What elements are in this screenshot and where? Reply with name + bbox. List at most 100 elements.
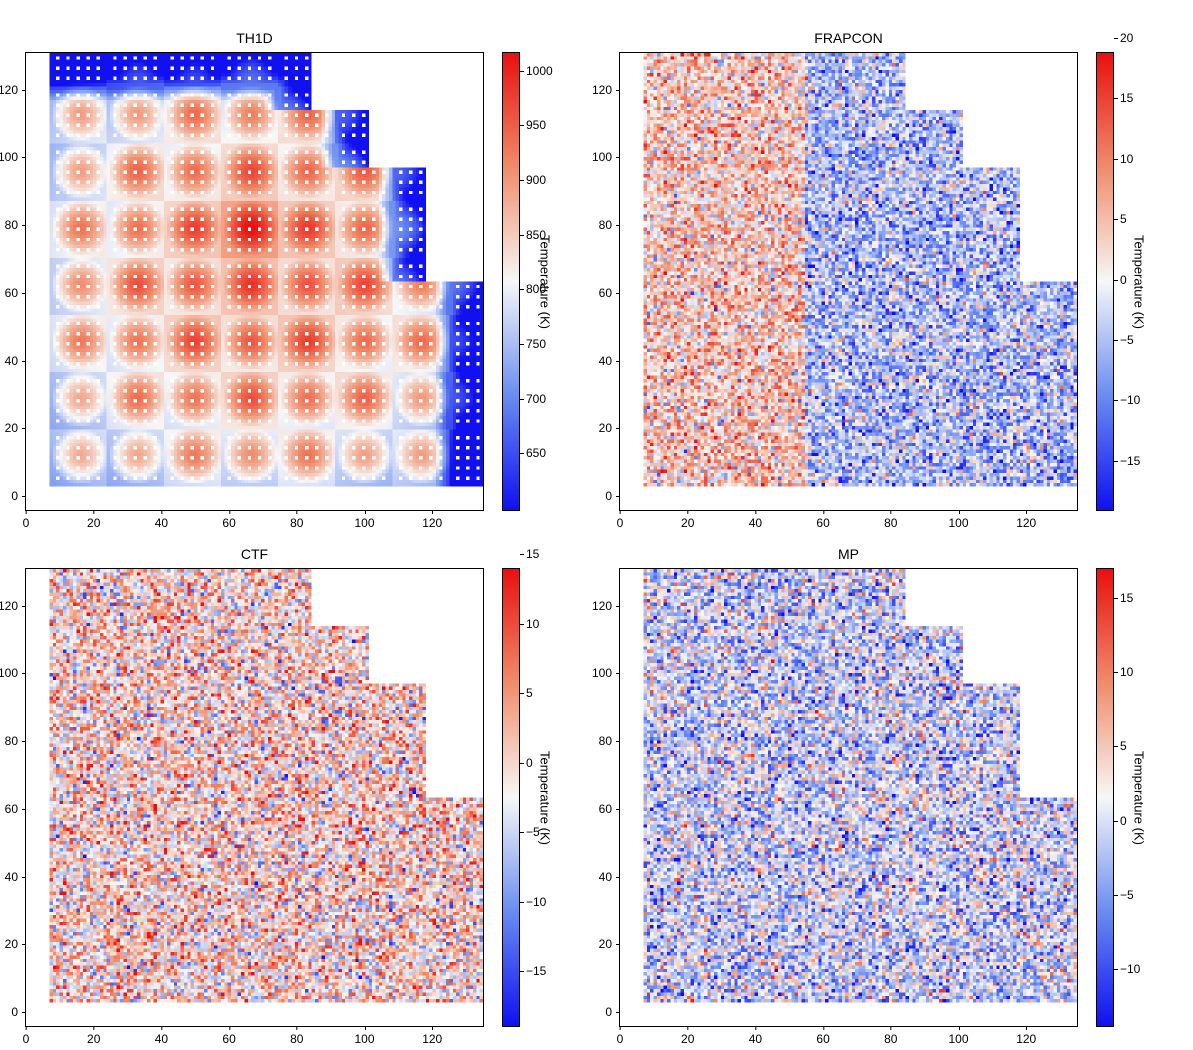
colorbar-tick: 0: [526, 756, 533, 770]
colorbar-tick: −5: [1120, 333, 1134, 347]
x-tick: 40: [749, 516, 762, 530]
y-tick: 40: [0, 870, 18, 884]
colorbar-tick: −5: [1120, 888, 1134, 902]
y-tick: 60: [0, 286, 18, 300]
y-tick: 100: [584, 150, 612, 164]
x-tick: 80: [290, 516, 303, 530]
y-tick: 0: [0, 489, 18, 503]
heatmap-canvas: [26, 53, 483, 510]
colorbar: −15−10−505101520Temperature (K): [1096, 52, 1168, 511]
colorbar-tick: 700: [526, 392, 546, 406]
axes: 020406080100120020406080100120: [25, 568, 484, 1027]
colorbar-tick: 20: [1120, 31, 1133, 45]
colorbar-tick: 15: [1120, 591, 1133, 605]
x-tick: 20: [681, 516, 694, 530]
heatmap-canvas: [620, 569, 1077, 1026]
colorbar-tick: 10: [1120, 665, 1133, 679]
heatmap-canvas: [26, 569, 483, 1026]
y-tick: 40: [584, 354, 612, 368]
y-tick: 20: [584, 421, 612, 435]
colorbar-label: Temperature (K): [538, 235, 553, 329]
y-tick: 80: [0, 734, 18, 748]
heatmap-canvas: [620, 53, 1077, 510]
panel-frapcon: FRAPCON 020406080100120020406080100120 −15…: [619, 30, 1168, 511]
x-tick: 0: [617, 1032, 624, 1046]
colorbar-label: Temperature (K): [1132, 235, 1147, 329]
axes: 020406080100120020406080100120: [25, 52, 484, 511]
x-tick: 60: [222, 1032, 235, 1046]
y-tick: 0: [584, 489, 612, 503]
colorbar-label: Temperature (K): [1132, 751, 1147, 845]
colorbar-tick: 5: [1120, 739, 1127, 753]
colorbar-tick: 0: [1120, 273, 1127, 287]
colorbar-tick: 750: [526, 337, 546, 351]
x-tick: 60: [222, 516, 235, 530]
colorbar-label: Temperature (K): [538, 751, 553, 845]
x-tick: 120: [1016, 516, 1036, 530]
y-tick: 120: [0, 599, 18, 613]
colorbar: −10 −5 0 5 10 15 Temperature (K): [1096, 568, 1168, 1027]
y-tick: 20: [584, 937, 612, 951]
x-tick: 20: [87, 516, 100, 530]
colorbar-tick: −15: [526, 964, 546, 978]
x-tick: 80: [290, 1032, 303, 1046]
colorbar: 6507007508008509009501000Temperature (K): [502, 52, 574, 511]
panel-title: CTF: [25, 546, 484, 564]
x-tick: 80: [884, 1032, 897, 1046]
x-tick: 40: [155, 516, 168, 530]
x-tick: 100: [949, 516, 969, 530]
y-tick: 60: [0, 802, 18, 816]
x-tick: 100: [355, 1032, 375, 1046]
panel-title: MP: [619, 546, 1078, 564]
colorbar-tick: −10: [1120, 393, 1140, 407]
colorbar-tick: 5: [1120, 212, 1127, 226]
x-tick: 20: [681, 1032, 694, 1046]
y-tick: 120: [0, 83, 18, 97]
y-tick: 100: [584, 666, 612, 680]
panel-mp: MP 020406080100120020406080100120 −10 −5 0 5 1…: [619, 546, 1168, 1027]
x-tick: 80: [884, 516, 897, 530]
colorbar-tick: −15: [1120, 454, 1140, 468]
panel-title: TH1D: [25, 30, 484, 48]
y-tick: 120: [584, 599, 612, 613]
y-tick: 20: [0, 937, 18, 951]
y-tick: 0: [0, 1005, 18, 1019]
y-tick: 100: [0, 150, 18, 164]
colorbar-tick: 15: [1120, 91, 1133, 105]
colorbar-tick: 5: [526, 686, 533, 700]
x-tick: 20: [87, 1032, 100, 1046]
x-tick: 120: [1016, 1032, 1036, 1046]
colorbar-tick: −10: [526, 895, 546, 909]
x-tick: 0: [23, 516, 30, 530]
y-tick: 80: [584, 218, 612, 232]
y-tick: 120: [584, 83, 612, 97]
axes: 020406080100120020406080100120: [619, 52, 1078, 511]
colorbar-tick: 15: [526, 547, 539, 561]
y-tick: 0: [584, 1005, 612, 1019]
x-tick: 120: [422, 516, 442, 530]
panel-title: FRAPCON: [619, 30, 1078, 48]
figure-grid: TH1D020406080100120020406080100120650700…: [0, 0, 1193, 893]
y-tick: 80: [584, 734, 612, 748]
y-tick: 20: [0, 421, 18, 435]
x-tick: 60: [816, 1032, 829, 1046]
x-tick: 120: [422, 1032, 442, 1046]
x-tick: 0: [617, 516, 624, 530]
y-tick: 40: [0, 354, 18, 368]
colorbar-tick: 650: [526, 446, 546, 460]
colorbar-tick: 0: [1120, 814, 1127, 828]
panel-th1d: TH1D 020406080100120020406080100120 650 700…: [25, 30, 574, 511]
y-tick: 60: [584, 286, 612, 300]
colorbar-tick: 10: [526, 617, 539, 631]
y-tick: 100: [0, 666, 18, 680]
colorbar: −15−10−5051015Temperature (K): [502, 568, 574, 1027]
x-tick: 100: [949, 1032, 969, 1046]
axes: 020406080100120020406080100120: [619, 568, 1078, 1027]
colorbar-tick: −10: [1120, 962, 1140, 976]
x-tick: 100: [355, 516, 375, 530]
x-tick: 0: [23, 1032, 30, 1046]
x-tick: 40: [749, 1032, 762, 1046]
y-tick: 80: [0, 218, 18, 232]
x-tick: 40: [155, 1032, 168, 1046]
colorbar-tick: 10: [1120, 152, 1133, 166]
